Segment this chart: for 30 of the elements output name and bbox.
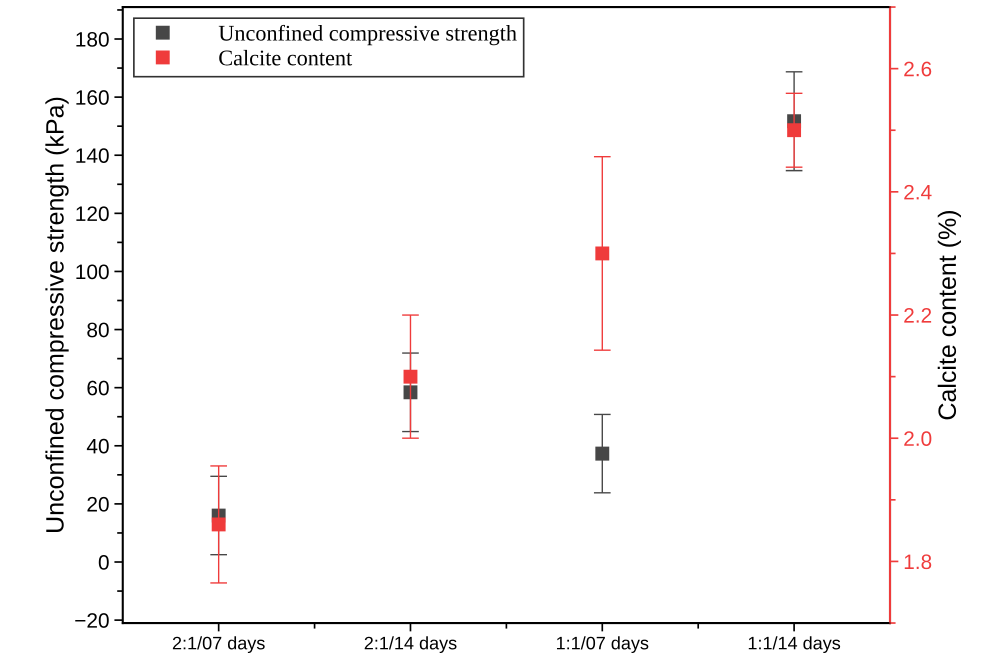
point — [212, 518, 226, 532]
x-tick-label: 1:1/07 days — [556, 636, 648, 654]
y-tick-label: 180 — [76, 32, 109, 47]
point — [595, 446, 610, 461]
y-tick-label: 80 — [87, 322, 109, 338]
x-tick-label: 2:1/14 days — [364, 636, 457, 654]
x-tick-label: 2:1/07 days — [172, 636, 265, 654]
point — [595, 246, 610, 260]
y2-tick-label: 1.8 — [904, 554, 932, 570]
y-tick-label: 100 — [76, 264, 109, 280]
y2-axis-title: Calcite content (%) — [938, 210, 962, 420]
point — [404, 385, 418, 400]
y-tick-label: −20 — [75, 613, 109, 628]
y2-tick-label: 2.2 — [904, 308, 932, 323]
y2-tick-label: 2.4 — [904, 184, 932, 200]
x-tick-label: 1:1/14 days — [748, 636, 840, 654]
y-tick-label: 20 — [87, 496, 109, 512]
y2-tick-label: 2.0 — [904, 431, 932, 446]
y-tick-label: 120 — [76, 206, 109, 222]
point — [787, 123, 802, 138]
y-axis-title: Unconfined compressive strength (kPa) — [45, 98, 69, 532]
point — [404, 370, 418, 384]
y-tick-label: 140 — [76, 148, 109, 163]
y-tick-label: 160 — [76, 90, 109, 105]
y-tick-label: 60 — [87, 380, 109, 396]
y2-tick-label: 2.6 — [904, 62, 932, 76]
y-tick-label: 0 — [98, 555, 109, 570]
legend-label: Unconfined compressive strength — [218, 24, 517, 46]
y-tick-label: 40 — [86, 438, 109, 454]
legend-label: Calcite content — [219, 50, 352, 66]
